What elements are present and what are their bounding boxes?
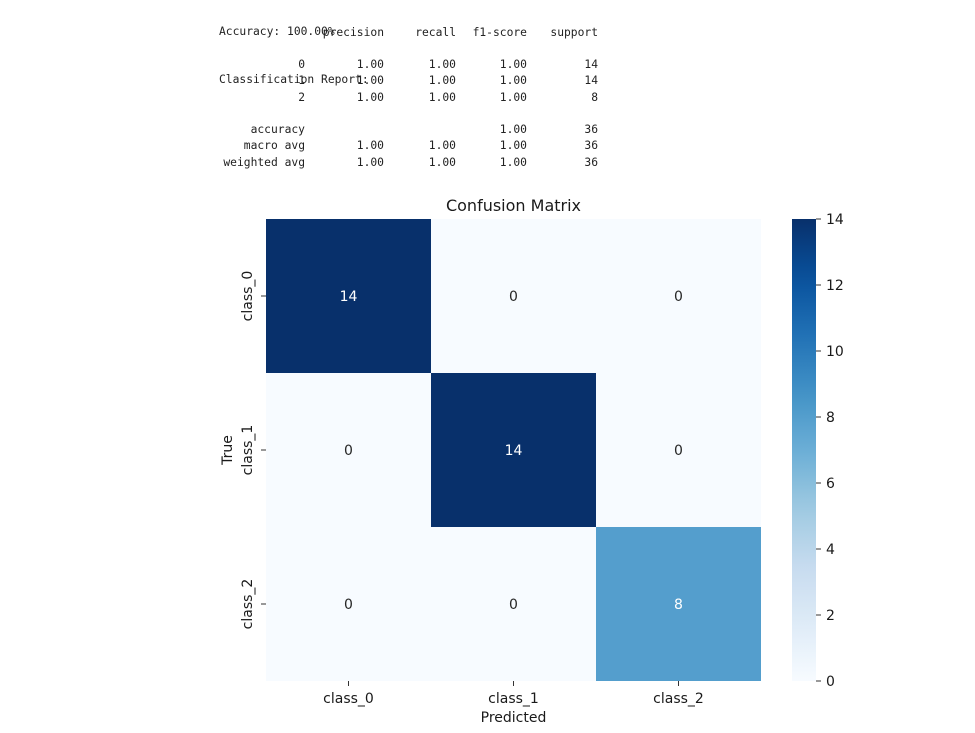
colorbar-tick-label: 14 xyxy=(826,212,844,228)
cell-annotation: 14 xyxy=(340,289,358,305)
x-tick-label: class_1 xyxy=(488,691,539,707)
report-header: f1-score xyxy=(472,26,527,39)
report-cell: 1.00 xyxy=(428,156,456,169)
cell-annotation: 0 xyxy=(344,443,353,459)
cell-annotation: 0 xyxy=(674,443,683,459)
x-axis-label: Predicted xyxy=(481,710,547,726)
cell-annotation: 0 xyxy=(509,597,518,613)
report-cell: 1.00 xyxy=(356,74,384,87)
report-cell: 1.00 xyxy=(499,123,527,136)
y-tick-label: class_0 xyxy=(240,271,256,322)
report-cell: 36 xyxy=(584,156,598,169)
report-cell: 1.00 xyxy=(499,91,527,104)
report-header: recall xyxy=(415,26,456,39)
accuracy-line: Accuracy: 100.00% xyxy=(219,24,335,38)
report-cell: 1.00 xyxy=(499,139,527,152)
report-cell: 1.00 xyxy=(499,74,527,87)
report-cell: 1.00 xyxy=(356,91,384,104)
x-tick-label: class_2 xyxy=(653,691,704,707)
colorbar-tick-label: 12 xyxy=(826,278,844,294)
report-summary-label: accuracy xyxy=(250,123,305,136)
heatmap-cell xyxy=(431,527,596,681)
report-cell: 1.00 xyxy=(499,156,527,169)
cell-annotation: 0 xyxy=(674,289,683,305)
report-cell: 1.00 xyxy=(428,91,456,104)
colorbar-tick-label: 6 xyxy=(826,476,835,492)
report-cell: 36 xyxy=(584,123,598,136)
heatmap-cell xyxy=(431,373,596,527)
heatmap-cell xyxy=(431,219,596,373)
report-cell: 1.00 xyxy=(428,58,456,71)
heatmap-cell xyxy=(266,527,431,681)
report-cell: 1.00 xyxy=(499,58,527,71)
report-cell: 1.00 xyxy=(428,74,456,87)
report-summary-label: weighted avg xyxy=(223,156,305,169)
report-cell: 14 xyxy=(584,58,598,71)
classification-report: Accuracy: 100.00% Classification Report: xyxy=(219,0,369,105)
y-tick-label: class_1 xyxy=(240,425,256,476)
colorbar xyxy=(792,219,816,681)
report-cell: 36 xyxy=(584,139,598,152)
cell-annotation: 0 xyxy=(344,597,353,613)
report-cell: 1.00 xyxy=(356,156,384,169)
report-title: Classification Report: xyxy=(219,73,369,87)
report-header: support xyxy=(550,26,598,39)
report-cell: 1.00 xyxy=(428,139,456,152)
heatmap-cell xyxy=(596,219,761,373)
report-header: precision xyxy=(322,26,384,39)
report-row-label: 1 xyxy=(298,74,305,87)
heatmap-cell xyxy=(596,373,761,527)
report-cell: 1.00 xyxy=(356,139,384,152)
cell-annotation: 8 xyxy=(674,597,683,613)
colorbar-tick-label: 0 xyxy=(826,674,835,690)
colorbar-tick-label: 2 xyxy=(826,608,835,624)
report-cell: 14 xyxy=(584,74,598,87)
report-cell: 1.00 xyxy=(356,58,384,71)
report-summary-label: macro avg xyxy=(243,139,305,152)
colorbar-tick-label: 4 xyxy=(826,542,835,558)
heatmap-cell xyxy=(266,373,431,527)
heatmap-cell xyxy=(596,527,761,681)
y-axis-label: True xyxy=(220,435,236,466)
y-tick-label: class_2 xyxy=(240,579,256,630)
report-row-label: 2 xyxy=(298,91,305,104)
chart-title: Confusion Matrix xyxy=(446,196,581,215)
cell-annotation: 0 xyxy=(509,289,518,305)
report-cell: 8 xyxy=(591,91,598,104)
x-tick-label: class_0 xyxy=(323,691,374,707)
heatmap-cell xyxy=(266,219,431,373)
cell-annotation: 14 xyxy=(505,443,523,459)
report-row-label: 0 xyxy=(298,58,305,71)
colorbar-tick-label: 8 xyxy=(826,410,835,426)
colorbar-tick-label: 10 xyxy=(826,344,844,360)
